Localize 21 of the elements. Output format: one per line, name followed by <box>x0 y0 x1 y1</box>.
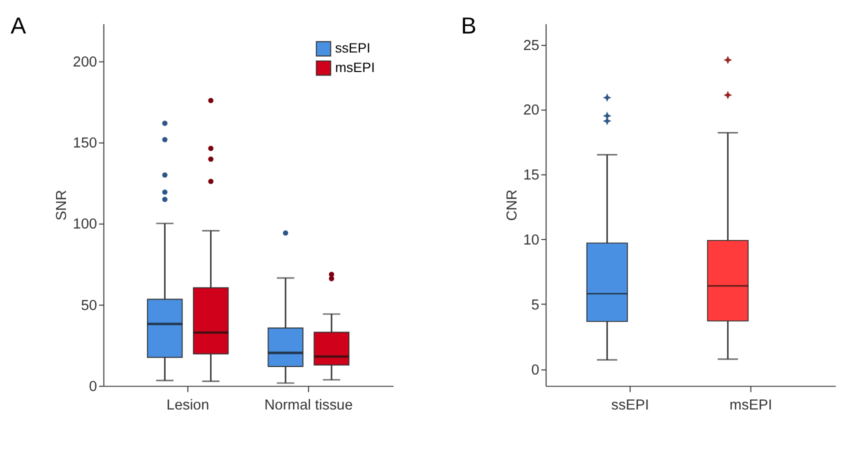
y-axis-title: SNR <box>54 190 70 221</box>
y-tick-label: 10 <box>523 232 540 248</box>
x-tick-label: msEPI <box>730 397 772 414</box>
x-tick-label: Normal tissue <box>264 397 353 414</box>
y-axis-title: CNR <box>504 190 520 221</box>
y-tick-label: 5 <box>531 297 540 314</box>
y-tick-label: 20 <box>523 102 540 119</box>
y-tick-label: 50 <box>80 298 98 314</box>
y-tick-label: 200 <box>72 54 98 70</box>
y-tick-label: 100 <box>72 216 98 233</box>
y-tick-label: 150 <box>72 136 98 152</box>
y-tick-label: 15 <box>523 168 540 184</box>
y-tick-label: 25 <box>523 38 540 54</box>
legend-label: ssEPI <box>335 40 370 56</box>
y-tick-label: 0 <box>89 379 98 396</box>
y-tick-label: 0 <box>531 362 540 378</box>
legend-label: msEPI <box>335 60 375 75</box>
x-tick-label: ssEPI <box>611 397 650 414</box>
chart-title: B <box>460 12 476 38</box>
chart-title: A <box>10 12 27 38</box>
x-tick-label: Lesion <box>166 397 210 414</box>
